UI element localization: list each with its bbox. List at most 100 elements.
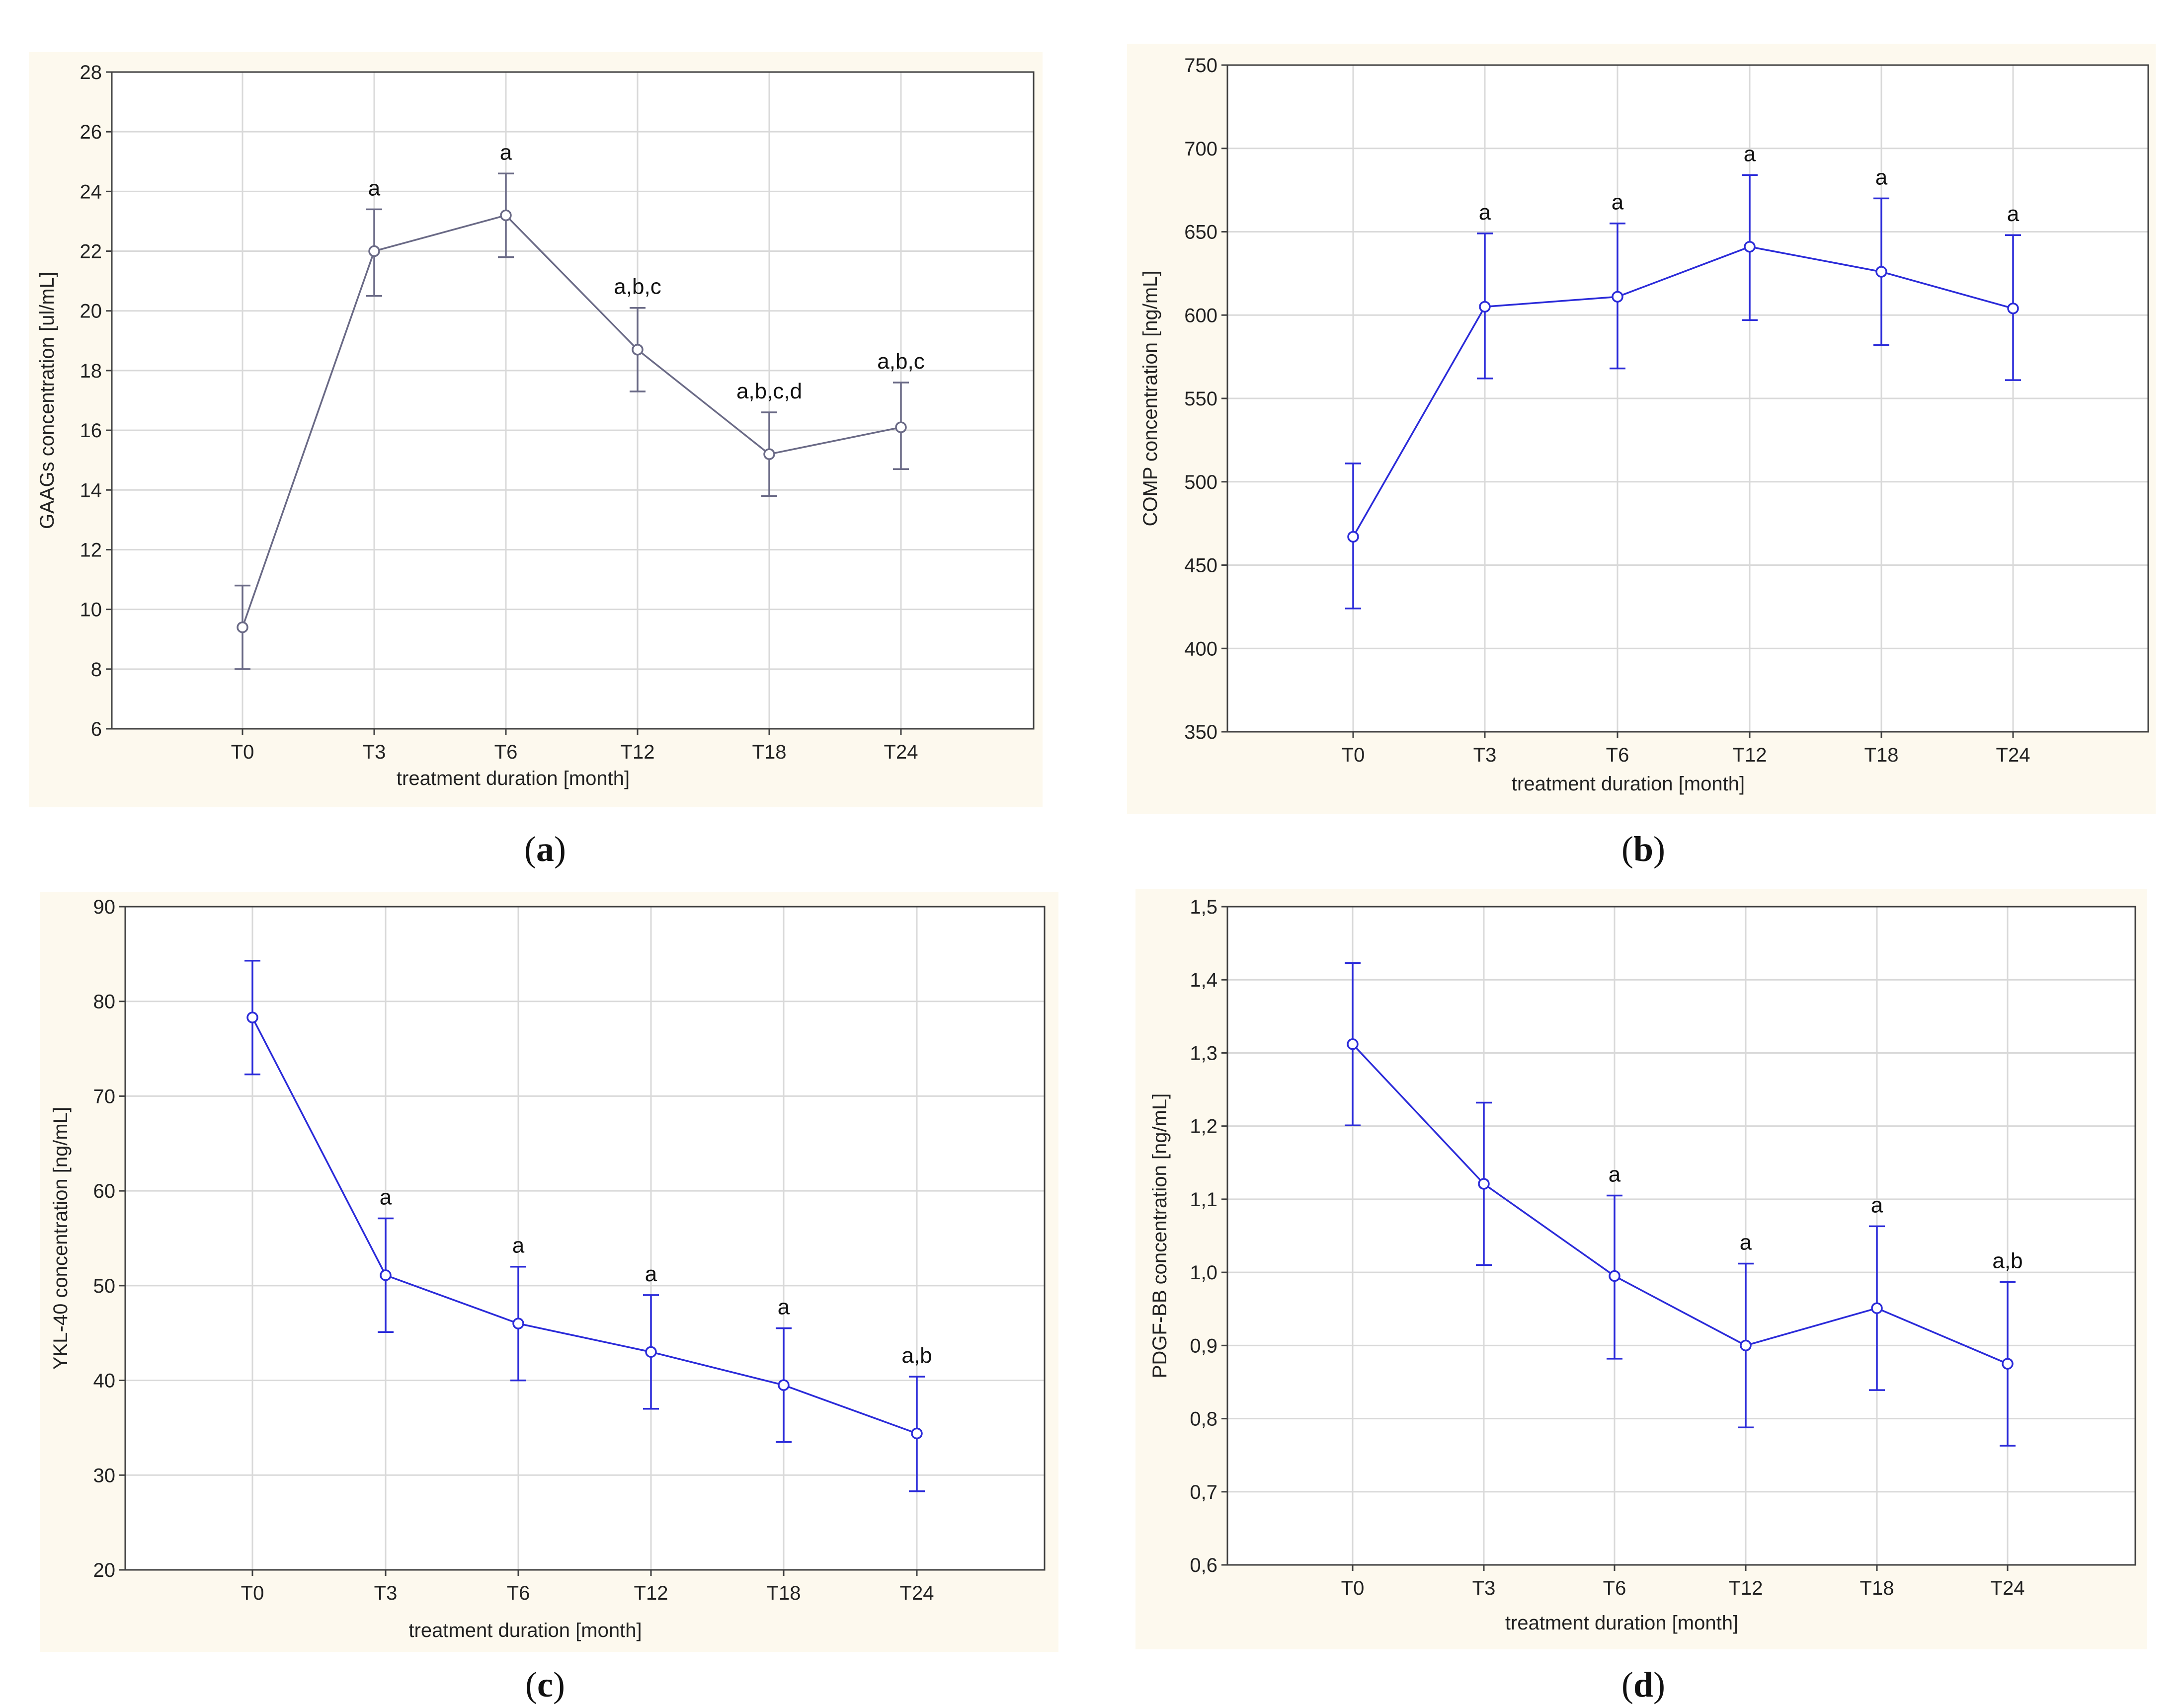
caption-b-letter: b: [1633, 829, 1654, 869]
y-tick-label: 6: [91, 718, 102, 740]
x-tick-label: T0: [1341, 1577, 1365, 1599]
y-tick-label: 0,6: [1190, 1554, 1217, 1576]
y-tick-label: 700: [1184, 138, 1217, 160]
series-line: [242, 214, 901, 628]
x-tick-label: T12: [621, 741, 655, 763]
x-tick-label: T12: [1729, 1577, 1763, 1599]
chart-c: 20 30 40 50 60 70 80 90 T0 T3 T6 T12 T18 T24 treatment…: [50, 896, 1046, 1641]
x-tick-label: T3: [374, 1582, 398, 1604]
y-tick-label: 16: [80, 420, 102, 442]
x-tick-label: T0: [241, 1582, 264, 1604]
significance-label: a: [778, 1295, 790, 1319]
significance-label: a: [368, 176, 381, 200]
significance-label: a: [500, 140, 512, 164]
y-tick-label: 14: [80, 479, 102, 501]
x-tick-label: T0: [231, 741, 254, 763]
y-tick-label: 550: [1184, 388, 1217, 410]
series-line: [251, 1017, 917, 1435]
y-tick-label: 70: [93, 1086, 116, 1107]
x-tick-label: T3: [1472, 1577, 1496, 1599]
plot-area: [125, 907, 1045, 1570]
data-point: [2007, 303, 2019, 314]
y-tick-label: 600: [1184, 305, 1217, 326]
y-tick-label: 80: [93, 991, 116, 1013]
x-axis-label: treatment duration [month]: [1505, 1612, 1738, 1634]
caption-c: (c): [525, 1665, 565, 1705]
x-tick-label: T12: [1733, 744, 1767, 766]
y-tick-label: 60: [93, 1180, 116, 1202]
data-point: [246, 1011, 258, 1023]
y-tick-label: 28: [80, 62, 102, 83]
caption-c-letter: c: [537, 1665, 553, 1705]
caption-d-letter: d: [1633, 1665, 1654, 1705]
y-tick-label: 1,2: [1190, 1116, 1217, 1138]
y-tick-label: 40: [93, 1370, 116, 1392]
significance-label: a: [512, 1234, 525, 1258]
x-tick-label: T24: [1996, 744, 2030, 766]
significance-label: a: [2007, 202, 2020, 226]
data-point: [1744, 240, 1756, 253]
data-point: [1347, 1038, 1359, 1050]
y-tick-label: 450: [1184, 555, 1217, 577]
data-point: [895, 421, 907, 433]
chart-a: 6 8 10 12 14 16 18 20 22 24 26 28 T0 T3 T6 T12 T18 T24 tre…: [36, 62, 1035, 789]
y-tick-label: 10: [80, 599, 102, 621]
significance-label: a,b,c: [614, 275, 661, 299]
caption-b: (b): [1621, 829, 1665, 869]
significance-label: a,b,c,d: [736, 379, 802, 403]
significance-label: a: [380, 1185, 392, 1209]
x-tick-label: T24: [884, 741, 918, 763]
data-point: [500, 209, 512, 222]
y-tick-label: 500: [1184, 471, 1217, 493]
significance-label: a: [1609, 1163, 1621, 1187]
data-point: [2002, 1358, 2014, 1370]
data-point: [1347, 531, 1359, 543]
plot-frame: [111, 71, 1035, 730]
data-point: [632, 344, 644, 356]
y-axis-label: GAAGs concentration [ul/mL]: [36, 272, 58, 529]
y-tick-label: 1,4: [1190, 969, 1217, 991]
data-point: [763, 448, 775, 460]
y-tick-label: 30: [93, 1465, 116, 1486]
y-tick-label: 650: [1184, 222, 1217, 243]
y-axis-label: PDGF-BB concentration [ng/mL]: [1149, 1093, 1171, 1379]
y-tick-label: 1,3: [1190, 1042, 1217, 1064]
y-tick-label: 12: [80, 539, 102, 561]
data-point: [237, 621, 248, 633]
data-point: [380, 1269, 392, 1281]
plot-area: [112, 72, 1034, 729]
significance-label: a: [1875, 165, 1888, 189]
x-tick-label: T24: [900, 1582, 934, 1604]
data-point: [512, 1318, 524, 1329]
plot-area: [1227, 907, 2135, 1565]
y-tick-label: 750: [1184, 55, 1217, 77]
plot-frame: [1226, 906, 2136, 1566]
x-tick-label: T6: [1606, 744, 1629, 766]
x-tick-label: T3: [363, 741, 386, 763]
x-tick-label: T0: [1342, 744, 1365, 766]
caption-a: (a): [524, 829, 566, 869]
y-tick-label: 350: [1184, 721, 1217, 743]
y-tick-label: 20: [80, 301, 102, 322]
plot-frame: [124, 906, 1046, 1571]
plot-frame: [1226, 64, 2149, 733]
significance-label: a: [1479, 200, 1491, 225]
significance-label: a: [1612, 190, 1624, 215]
x-tick-label: T24: [1991, 1577, 2025, 1599]
y-tick-label: 1,0: [1190, 1262, 1217, 1284]
chart-d: 0,6 0,7 0,8 0,9 1,0 1,1 1,2 1,3 1,4 1,5 T0 T3 T6 T12 T…: [1149, 896, 2136, 1634]
chart-b: 350 400 450 500 550 600 650 700 750 T0 T3 T6 T12 T18 T…: [1139, 55, 2149, 795]
x-axis-label: treatment duration [month]: [1512, 773, 1745, 795]
significance-label: a: [1871, 1193, 1883, 1217]
x-tick-label: T18: [1864, 744, 1899, 766]
data-point: [1871, 1302, 1883, 1314]
y-tick-label: 24: [80, 181, 102, 203]
caption-d: (d): [1621, 1665, 1665, 1705]
series-line: [1352, 245, 2014, 538]
significance-label: a: [1744, 142, 1756, 166]
significance-label: a,b: [901, 1343, 932, 1368]
y-tick-label: 1,5: [1190, 896, 1217, 918]
data-point: [911, 1427, 923, 1440]
data-point: [1479, 301, 1491, 313]
caption-a-letter: a: [536, 829, 554, 869]
